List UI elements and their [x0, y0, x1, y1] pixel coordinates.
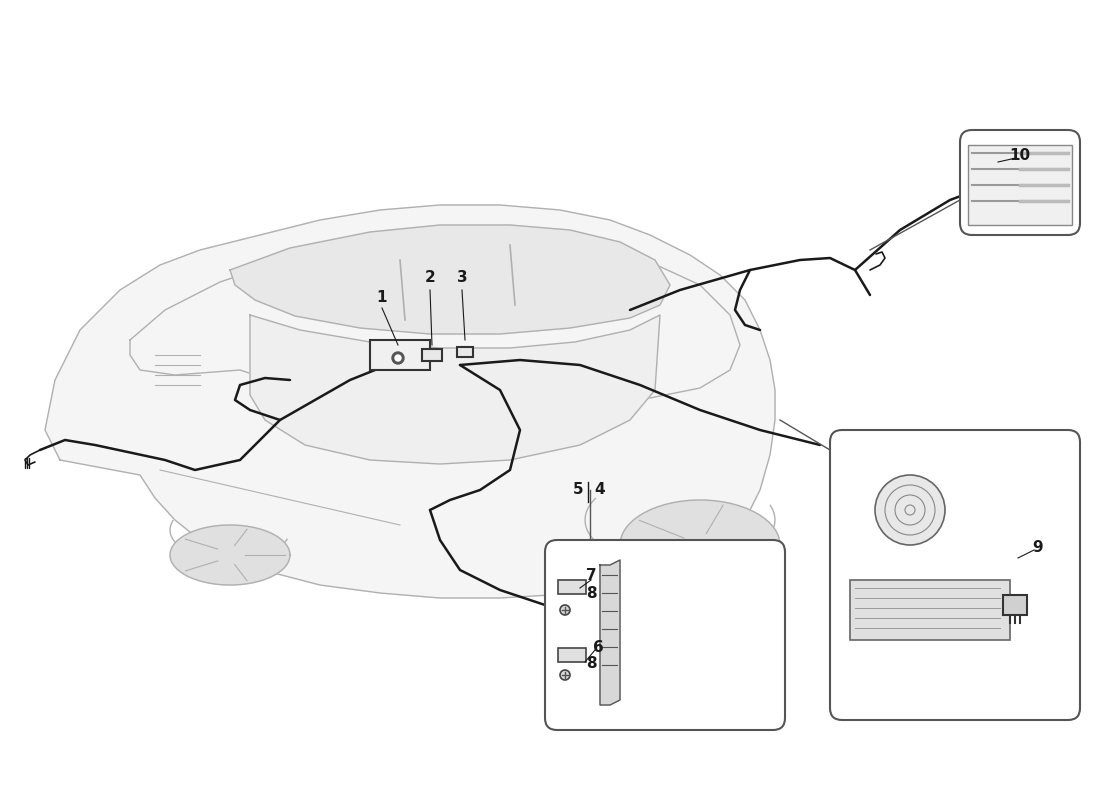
- Bar: [370, 340, 430, 370]
- FancyBboxPatch shape: [960, 130, 1080, 235]
- FancyBboxPatch shape: [544, 540, 785, 730]
- Bar: [1003, 595, 1027, 615]
- Circle shape: [874, 475, 945, 545]
- Text: 7: 7: [585, 567, 596, 582]
- Text: 1: 1: [376, 290, 387, 306]
- Bar: [558, 580, 586, 594]
- Bar: [422, 349, 442, 361]
- Text: 10: 10: [1010, 147, 1031, 162]
- Text: 8: 8: [585, 655, 596, 670]
- Polygon shape: [170, 525, 290, 585]
- Text: 6: 6: [593, 641, 604, 655]
- Bar: [968, 145, 1072, 225]
- FancyBboxPatch shape: [830, 430, 1080, 720]
- Polygon shape: [620, 500, 780, 590]
- Circle shape: [392, 352, 404, 364]
- Text: 3: 3: [456, 270, 468, 286]
- Text: 2: 2: [425, 270, 436, 286]
- Circle shape: [560, 605, 570, 615]
- Circle shape: [395, 355, 402, 361]
- Polygon shape: [230, 225, 670, 334]
- Bar: [558, 648, 586, 662]
- Bar: [456, 347, 473, 357]
- Polygon shape: [600, 560, 620, 705]
- Text: 9: 9: [1033, 541, 1043, 555]
- Text: 8: 8: [585, 586, 596, 601]
- Polygon shape: [45, 205, 775, 598]
- Text: 5: 5: [573, 482, 583, 498]
- Bar: [850, 580, 1010, 640]
- Text: 4: 4: [595, 482, 605, 498]
- Circle shape: [560, 670, 570, 680]
- Polygon shape: [250, 315, 660, 464]
